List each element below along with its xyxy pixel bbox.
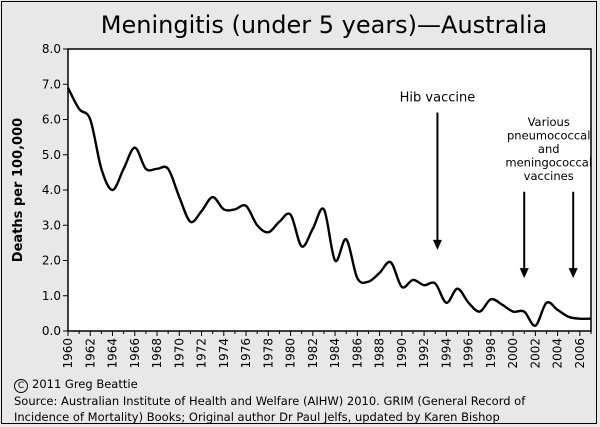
annotation-label: vaccines <box>524 169 574 183</box>
axes: 0.0 1.0 2.0 3.0 4.0 5.0 6.0 7.0 8.0 1960 1962 1964 1… <box>42 42 592 369</box>
source-line-2: Incidence of Mortality) Books; Original … <box>14 410 500 424</box>
annotation-label: and <box>538 142 560 156</box>
y-tick-label: 2.0 <box>42 254 61 268</box>
x-tick-label: 1960 <box>61 338 75 369</box>
x-tick-label: 1998 <box>484 338 498 369</box>
y-tick-label: 4.0 <box>42 183 61 197</box>
annotation-label: Hib vaccine <box>400 90 476 105</box>
x-tick-label: 1974 <box>217 338 231 369</box>
x-tick-label: 1962 <box>83 338 97 369</box>
series-line <box>66 87 592 327</box>
series-layer <box>66 87 592 327</box>
annotation-label: Various <box>528 115 570 129</box>
x-tick-label: 1966 <box>128 338 142 369</box>
x-tick-label: 1988 <box>373 338 387 369</box>
x-tick-label: 2002 <box>528 338 542 369</box>
copyright-text: 2011 Greg Beattie <box>32 377 138 391</box>
x-tick-label: 1970 <box>172 338 186 369</box>
x-tick-label: 2004 <box>551 338 565 369</box>
x-tick-label: 1990 <box>395 338 409 369</box>
annotation-label: pneumococcal <box>507 128 590 142</box>
annotation-label: meningococcal <box>505 155 592 169</box>
y-tick-label: 5.0 <box>42 148 61 162</box>
x-tick-label: 1996 <box>462 338 476 369</box>
copyright: C 2011 Greg Beattie <box>14 377 138 393</box>
x-tick-label: 1968 <box>150 338 164 369</box>
x-tick-label: 1976 <box>239 338 253 369</box>
y-tick-label: 8.0 <box>42 42 61 56</box>
y-axis-label: Deaths per 100,000 <box>11 118 26 262</box>
y-tick-label: 0.0 <box>42 324 61 338</box>
y-tick-label: 1.0 <box>42 289 61 303</box>
y-tick-label: 3.0 <box>42 218 61 232</box>
x-tick-label: 1972 <box>195 338 209 369</box>
x-tick-label: 1982 <box>306 338 320 369</box>
y-tick-label: 7.0 <box>42 77 61 91</box>
source-line-1: Source: Australian Institute of Health a… <box>14 394 526 408</box>
y-tick-label: 6.0 <box>42 113 61 127</box>
x-tick-label: 1994 <box>439 338 453 369</box>
x-tick-label: 1986 <box>350 338 364 369</box>
annotation-arrow-head <box>568 268 578 279</box>
x-tick-label: 1980 <box>284 338 298 369</box>
copyright-symbol: C <box>14 379 28 393</box>
annotations: Hib vaccine Variouspneumococcalandmeningo… <box>400 90 592 279</box>
annotation-arrow-head <box>519 268 529 279</box>
x-tick-label: 2006 <box>573 338 587 369</box>
x-tick-label: 1984 <box>328 338 342 369</box>
chart-title: Meningitis (under 5 years)—Australia <box>101 11 547 39</box>
plot-area <box>67 48 592 332</box>
x-tick-label: 1964 <box>106 338 120 369</box>
x-tick-label: 1978 <box>261 338 275 369</box>
x-tick-label: 1992 <box>417 338 431 369</box>
annotation-arrow-head <box>432 239 442 250</box>
x-tick-label: 2000 <box>506 338 520 369</box>
